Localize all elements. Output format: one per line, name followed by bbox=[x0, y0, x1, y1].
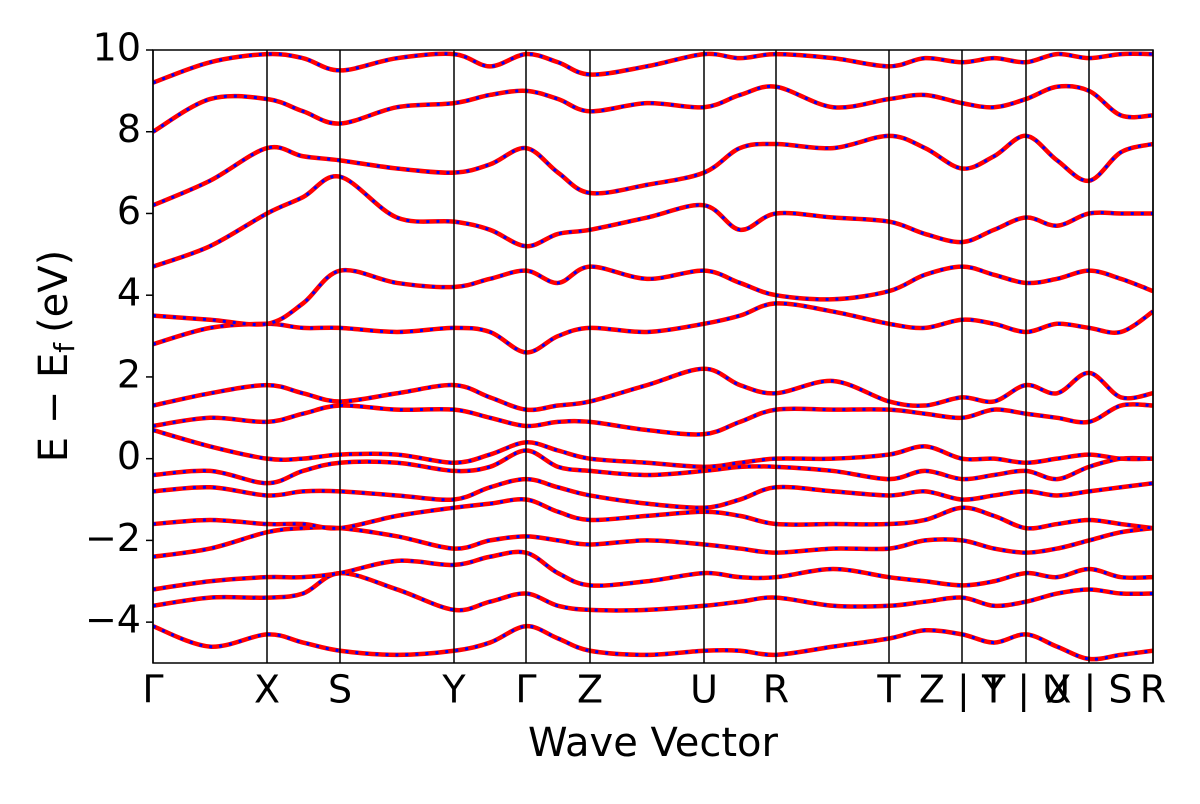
band-line bbox=[153, 549, 1153, 592]
y-tick-label: 6 bbox=[117, 189, 141, 233]
x-tick-label: Z | Y bbox=[919, 668, 1006, 713]
x-tick-label: Z bbox=[577, 668, 603, 712]
y-tick-label: 4 bbox=[117, 271, 141, 315]
plot-area bbox=[153, 51, 1153, 662]
band-line bbox=[153, 448, 1153, 486]
band-line bbox=[153, 83, 1153, 134]
x-tick-label: X | S bbox=[1045, 668, 1132, 713]
x-tick-label: R bbox=[763, 668, 789, 712]
y-label-sub: f bbox=[48, 342, 81, 353]
band-line-dashed bbox=[153, 448, 1153, 485]
y-tick-label: 10 bbox=[93, 26, 141, 70]
x-tick-label: U bbox=[690, 668, 718, 712]
band-line-dashed bbox=[153, 367, 1153, 412]
band-line bbox=[153, 623, 1153, 662]
x-tick-label: Γ bbox=[515, 668, 536, 712]
y-label-unit: (eV) bbox=[31, 250, 77, 333]
y-tick-label: −2 bbox=[85, 516, 141, 560]
band-line bbox=[153, 174, 1153, 269]
x-tick-label: Γ bbox=[142, 668, 163, 712]
x-tick-label: R bbox=[1140, 668, 1166, 712]
y-tick-label: 8 bbox=[117, 107, 141, 151]
band-line-dashed bbox=[153, 550, 1153, 591]
y-axis-label: E − Ef (eV) bbox=[31, 250, 81, 463]
band-line bbox=[153, 427, 1153, 470]
y-tick-label: 2 bbox=[117, 352, 141, 396]
y-label-main: E − E bbox=[31, 353, 77, 463]
x-axis-label: Wave Vector bbox=[528, 720, 779, 766]
x-tick-label: T | U bbox=[981, 668, 1070, 713]
band-line bbox=[153, 264, 1153, 327]
band-line bbox=[153, 476, 1153, 511]
band-line bbox=[153, 366, 1153, 413]
x-tick-label: X bbox=[254, 668, 280, 712]
band-line-dashed bbox=[153, 174, 1153, 269]
band-line bbox=[153, 525, 1153, 559]
x-tick-label: S bbox=[328, 668, 352, 712]
axes-frame bbox=[152, 49, 1154, 664]
x-tick-label: Y bbox=[441, 668, 466, 712]
x-tick-label: T bbox=[876, 668, 901, 712]
y-tick-label: 0 bbox=[117, 434, 141, 478]
y-tick-label: −4 bbox=[85, 598, 141, 642]
